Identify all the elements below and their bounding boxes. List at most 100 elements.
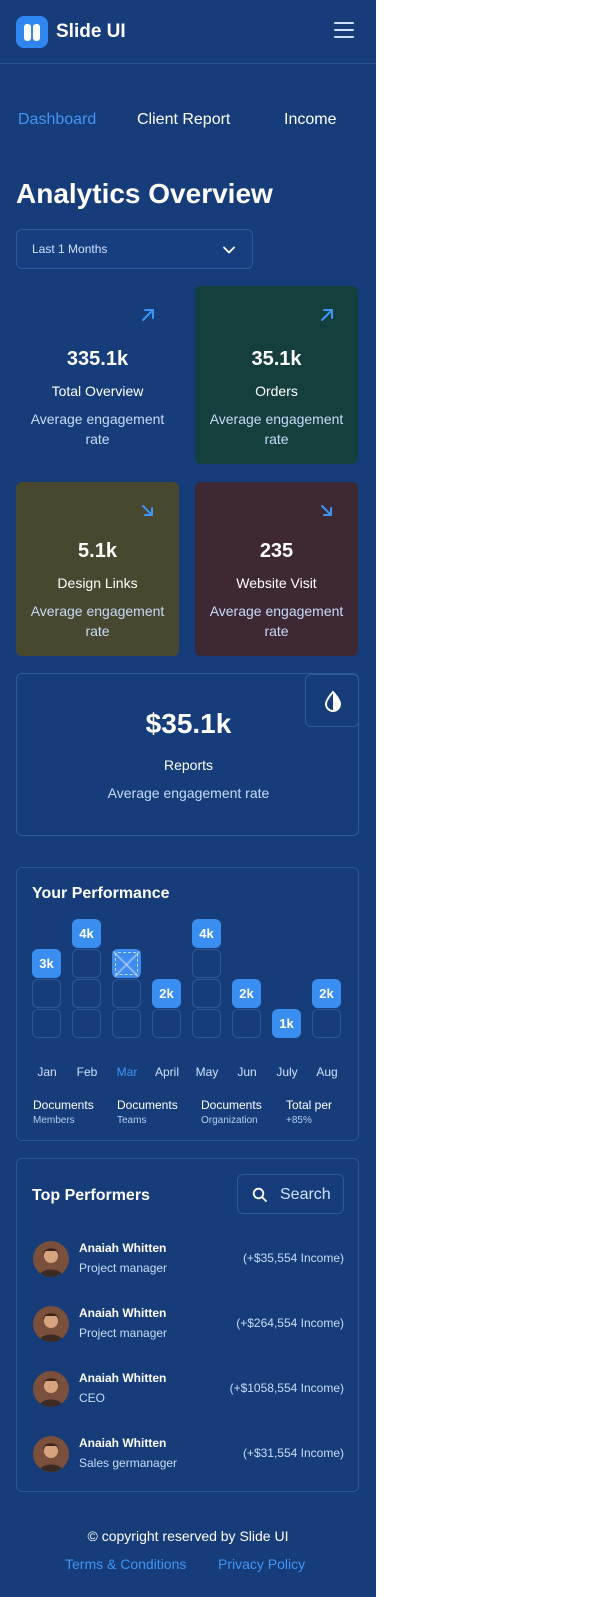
page-title: Analytics Overview (16, 178, 273, 209)
performance-chip[interactable]: 4k (72, 919, 101, 948)
performer-income: (+$264,554 Income) (236, 1316, 344, 1330)
stat-label: Orders (255, 383, 298, 399)
performance-chip[interactable]: 4k (192, 919, 221, 948)
avatar (33, 1241, 69, 1277)
top-performers-panel: Top Performers Search Anaiah Whitten Pro… (16, 1158, 359, 1492)
stat-sub: Average engagement rate (30, 411, 165, 447)
brand-name: Slide UI (56, 21, 126, 42)
avatar (33, 1436, 69, 1472)
stat-label: Website Visit (236, 575, 317, 591)
performer-row[interactable]: Anaiah Whitten Sales germanager (+$31,55… (33, 1435, 344, 1475)
perf-stat-sub: Teams (117, 1115, 147, 1126)
performance-cell (72, 949, 101, 978)
perf-stat-teams: Documents Teams (117, 1097, 178, 1128)
performance-cell (192, 979, 221, 1008)
perf-stat-title: Documents (117, 1098, 178, 1112)
performance-cell (112, 1009, 141, 1038)
performance-panel: Your Performance (16, 867, 359, 1141)
performance-cell (232, 1009, 261, 1038)
month-label[interactable]: Jun (237, 1065, 257, 1079)
hamburger-icon[interactable] (334, 22, 354, 38)
stat-value: 35.1k (251, 348, 302, 370)
performer-income: (+$1058,554 Income) (229, 1381, 344, 1395)
perf-stat-title: Total per (286, 1098, 333, 1112)
performer-row[interactable]: Anaiah Whitten CEO (+$1058,554 Income) (33, 1370, 344, 1410)
stat-value: 5.1k (78, 540, 117, 562)
performance-cell (32, 1009, 61, 1038)
perf-stat-total: Total per +85% (286, 1097, 332, 1128)
performance-chip[interactable]: 2k (152, 979, 181, 1008)
month-label[interactable]: July (276, 1065, 298, 1079)
perf-stat-organization: Documents Organization (201, 1097, 262, 1128)
performance-title: Your Performance (32, 885, 170, 902)
performance-chip[interactable]: 2k (312, 979, 341, 1008)
performance-chip[interactable]: 1k (272, 1009, 301, 1038)
period-select-value: Last 1 Months (32, 242, 108, 256)
stat-card-total-overview[interactable]: 335.1k Total Overview Average engagement… (16, 286, 179, 464)
perf-stat-sub: Members (33, 1115, 75, 1126)
perf-stat-members: Documents Members (33, 1097, 94, 1128)
search-button[interactable]: Search (237, 1174, 344, 1214)
period-select[interactable]: Last 1 Months (16, 229, 253, 269)
performance-cell (192, 1009, 221, 1038)
stat-value: 235 (259, 540, 294, 562)
month-label[interactable]: Aug (316, 1065, 338, 1079)
nav-tabs: Dashboard Client Report Income (0, 108, 376, 132)
month-label[interactable]: April (154, 1065, 179, 1079)
reports-value: $35.1k (145, 708, 232, 739)
month-label[interactable]: Jan (37, 1065, 57, 1079)
stat-card-website-visit[interactable]: 235 Website Visit Average engagement rat… (195, 482, 358, 656)
performer-name: Anaiah Whitten (79, 1306, 167, 1320)
arrow-down-right-icon (321, 505, 332, 516)
avatar (33, 1306, 69, 1342)
performance-cell (152, 1009, 181, 1038)
performer-row[interactable]: Anaiah Whitten Project manager (+$264,55… (33, 1305, 344, 1345)
search-label: Search (280, 1186, 331, 1203)
reports-card: $35.1k Reports Average engagement rate (16, 673, 359, 836)
top-performers-title: Top Performers (32, 1187, 150, 1204)
performer-role: CEO (79, 1391, 106, 1405)
avatar (33, 1371, 69, 1407)
performance-chip[interactable]: 2k (232, 979, 261, 1008)
performer-role: Project manager (79, 1261, 168, 1275)
terms-link[interactable]: Terms & Conditions (65, 1556, 187, 1572)
arrow-up-right-icon (142, 309, 154, 321)
stat-label: Total Overview (51, 383, 144, 399)
performer-name: Anaiah Whitten (79, 1436, 167, 1450)
tab-client-report[interactable]: Client Report (137, 111, 231, 128)
month-label[interactable]: May (195, 1065, 219, 1079)
stat-value: 335.1k (66, 348, 129, 370)
tab-income[interactable]: Income (284, 111, 337, 128)
app-screen: Slide UI Dashboard Client Report Income … (0, 0, 376, 1597)
perf-stat-sub: +85% (286, 1115, 312, 1126)
performer-role: Project manager (79, 1326, 168, 1340)
arrow-up-right-icon (321, 309, 333, 321)
performance-cell (112, 979, 141, 1008)
privacy-link[interactable]: Privacy Policy (218, 1556, 306, 1572)
copyright-text: © copyright reserved by Slide UI (87, 1528, 289, 1544)
droplet-icon (324, 690, 342, 712)
header: Slide UI (0, 0, 376, 64)
logo-icon[interactable] (16, 16, 48, 48)
performance-chip[interactable]: 3k (32, 949, 61, 978)
perf-stat-sub: Organization (201, 1115, 258, 1126)
performance-cell (72, 1009, 101, 1038)
stat-card-orders[interactable]: 35.1k Orders Average engagement rate (195, 286, 358, 464)
performer-row[interactable]: Anaiah Whitten Project manager (+$35,554… (33, 1240, 344, 1280)
stat-sub: Average engagement rate (209, 603, 344, 639)
reports-label: Reports (163, 757, 214, 773)
performer-income: (+$35,554 Income) (242, 1251, 344, 1265)
performance-cell (192, 949, 221, 978)
month-label[interactable]: Feb (76, 1065, 98, 1079)
month-label[interactable]: Mar (116, 1065, 138, 1079)
performance-cell (32, 979, 61, 1008)
performer-name: Anaiah Whitten (79, 1371, 167, 1385)
perf-stat-title: Documents (33, 1098, 94, 1112)
arrow-down-right-icon (142, 505, 153, 516)
tab-dashboard[interactable]: Dashboard (18, 111, 97, 128)
stat-label: Design Links (57, 575, 138, 591)
stat-sub: Average engagement rate (30, 603, 165, 639)
theme-toggle-button[interactable] (305, 674, 359, 727)
stat-card-design-links[interactable]: 5.1k Design Links Average engagement rat… (16, 482, 179, 656)
performance-chip-selected[interactable] (112, 949, 141, 978)
